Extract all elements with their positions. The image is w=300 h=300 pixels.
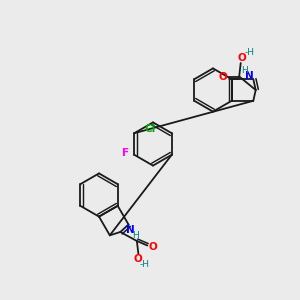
Text: -H: -H	[244, 48, 254, 57]
Text: O: O	[148, 242, 157, 252]
Text: -H: -H	[140, 260, 150, 268]
Text: O: O	[219, 71, 228, 82]
Text: H: H	[241, 66, 248, 75]
Text: F: F	[122, 148, 130, 158]
Text: N: N	[126, 225, 134, 235]
Text: H: H	[132, 230, 139, 239]
Text: Cl: Cl	[144, 124, 156, 134]
Text: N: N	[245, 70, 254, 81]
Text: O: O	[134, 254, 143, 264]
Text: O: O	[237, 52, 246, 63]
